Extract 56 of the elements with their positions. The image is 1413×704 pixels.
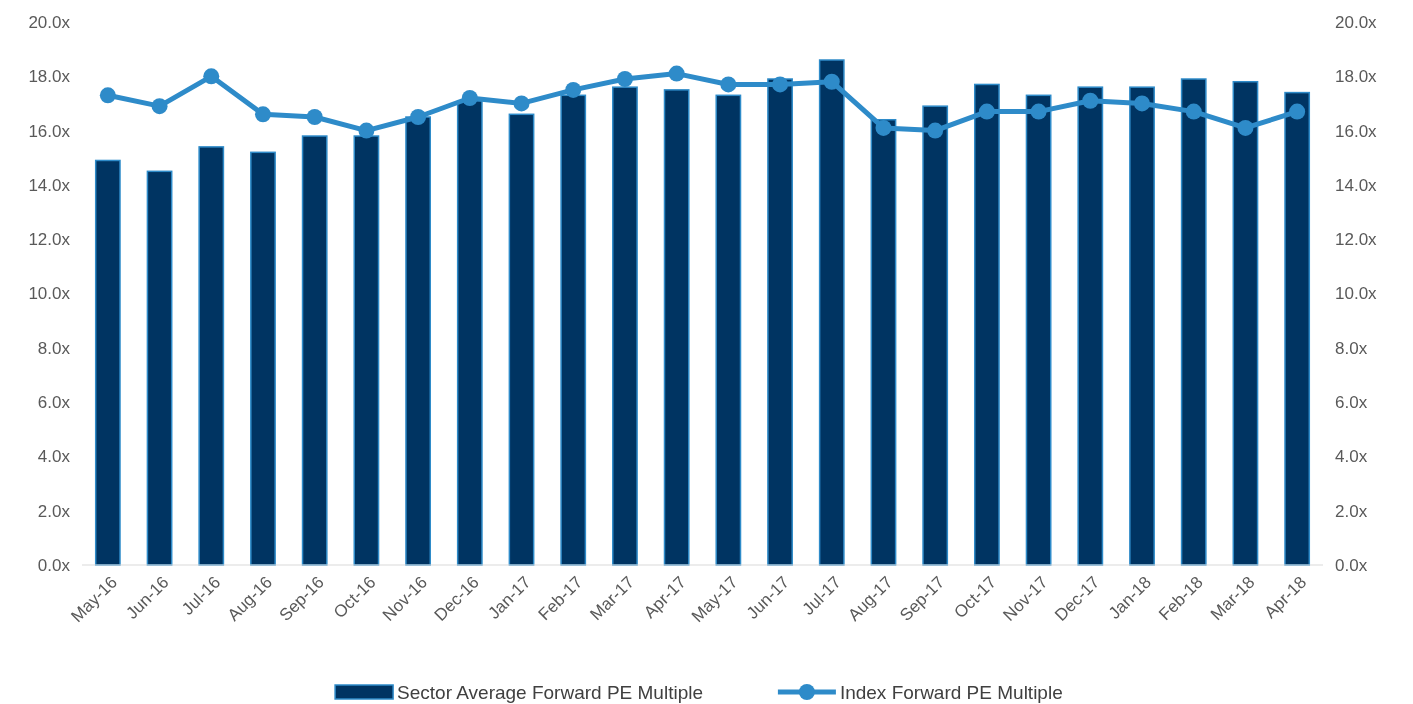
point	[1082, 92, 1099, 109]
y-tick-label: 14.0x	[28, 175, 71, 195]
y-tick-label: 6.0x	[37, 393, 71, 413]
bar	[663, 89, 690, 566]
point	[772, 76, 789, 93]
y2-tick-label: 4.0x	[1335, 447, 1368, 467]
legend-label: Index Forward PE Multiple	[839, 681, 1063, 703]
point	[410, 109, 427, 126]
y-tick-label: 2.0x	[37, 501, 71, 521]
point	[254, 106, 271, 123]
y-tick-label: 4.0x	[37, 447, 71, 467]
y2-tick-label: 8.0x	[1335, 338, 1368, 358]
bar	[94, 159, 121, 566]
y2-tick-label: 14.0x	[1335, 175, 1378, 195]
point	[1134, 95, 1151, 112]
y2-tick-label: 6.0x	[1335, 393, 1368, 413]
y2-tick-label: 10.0x	[1335, 284, 1378, 304]
point	[875, 119, 892, 136]
y2-tick-label: 12.0x	[1335, 230, 1378, 250]
y-tick-label: 12.0x	[28, 230, 71, 250]
legend-label: Sector Average Forward PE Multiple	[397, 681, 704, 703]
y-tick-label: 20.0x	[28, 12, 71, 32]
point	[668, 65, 685, 82]
bar	[508, 113, 535, 566]
point	[823, 73, 840, 90]
point	[358, 122, 375, 139]
y2-tick-label: 0.0x	[1335, 555, 1368, 575]
bar	[198, 146, 225, 566]
point	[513, 95, 530, 112]
point	[978, 103, 995, 120]
point	[1237, 119, 1254, 136]
point	[151, 98, 168, 115]
y-tick-label: 8.0x	[37, 338, 71, 358]
y2-tick-label: 16.0x	[1335, 121, 1378, 141]
point	[1289, 103, 1306, 120]
point	[927, 122, 944, 139]
bar	[146, 170, 173, 566]
point	[306, 109, 323, 126]
point	[1030, 103, 1047, 120]
y-tick-label: 18.0x	[28, 67, 71, 87]
point	[1185, 103, 1202, 120]
y-tick-label: 10.0x	[28, 284, 71, 304]
y-tick-label: 16.0x	[28, 121, 71, 141]
y-tick-label: 0.0x	[37, 555, 71, 575]
point	[99, 87, 116, 104]
bar	[250, 151, 276, 566]
y2-tick-label: 20.0x	[1335, 12, 1378, 32]
point	[461, 90, 478, 107]
bar	[715, 94, 742, 566]
point	[203, 68, 220, 85]
point	[720, 76, 737, 93]
point	[616, 71, 633, 88]
bar	[301, 135, 328, 566]
point	[565, 81, 582, 98]
y2-tick-label: 18.0x	[1335, 67, 1378, 87]
y2-tick-label: 2.0x	[1335, 501, 1368, 521]
